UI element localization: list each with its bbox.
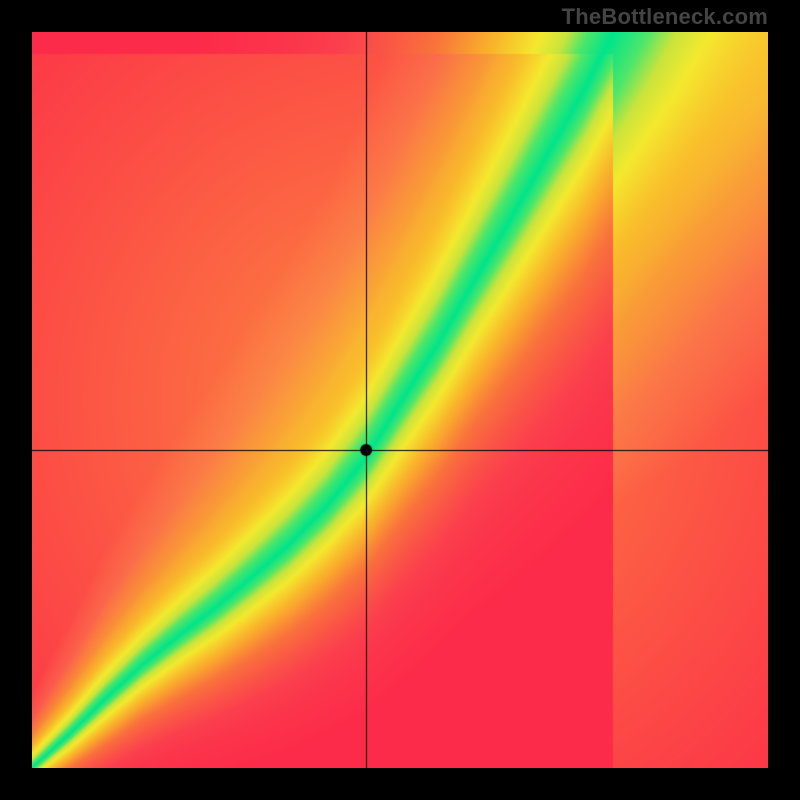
bottleneck-heatmap — [32, 32, 768, 768]
watermark-text: TheBottleneck.com — [562, 4, 768, 30]
chart-frame: TheBottleneck.com — [0, 0, 800, 800]
